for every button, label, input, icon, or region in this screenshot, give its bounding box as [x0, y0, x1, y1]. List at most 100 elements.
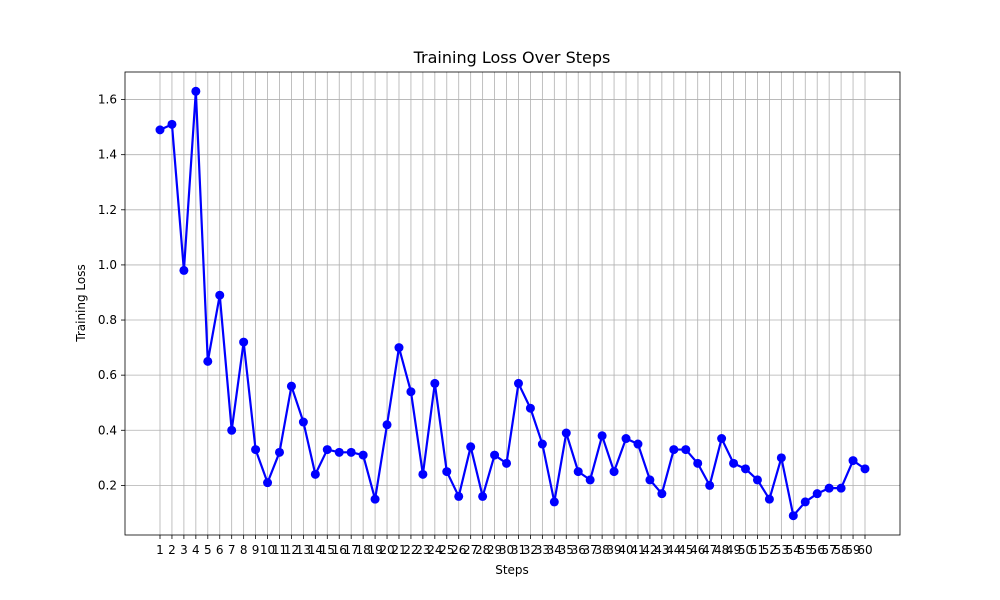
x-tick-label: 3: [180, 543, 188, 557]
data-point: [812, 489, 822, 499]
x-tick-label: 43: [654, 543, 669, 557]
data-point: [513, 378, 523, 388]
data-point: [370, 494, 380, 504]
x-tick-label: 46: [690, 543, 705, 557]
x-tick-label: 15: [320, 543, 335, 557]
x-tick-label: 58: [833, 543, 848, 557]
x-tick-label: 48: [714, 543, 729, 557]
data-point: [764, 494, 774, 504]
x-tick-label: 10: [260, 543, 275, 557]
x-tick-label: 14: [308, 543, 323, 557]
x-axis-ticks: 1 2 3 4 5 6 7 8 9 1011121314151617181920212223242…: [156, 535, 873, 557]
x-tick-label: 11: [272, 543, 287, 557]
y-tick-label: 1.0: [98, 258, 117, 272]
data-point: [573, 467, 583, 477]
data-point: [609, 467, 619, 477]
data-point: [860, 464, 870, 474]
data-point: [167, 119, 177, 129]
data-point: [454, 491, 464, 501]
data-point: [549, 497, 559, 507]
x-tick-label: 38: [594, 543, 609, 557]
data-point: [179, 265, 189, 275]
y-tick-label: 0.6: [98, 368, 117, 382]
y-tick-label: 1.4: [98, 148, 117, 162]
x-tick-label: 37: [583, 543, 598, 557]
data-point: [442, 467, 452, 477]
x-tick-label: 19: [367, 543, 382, 557]
x-tick-label: 44: [666, 543, 681, 557]
x-tick-label: 5: [204, 543, 212, 557]
data-point: [227, 425, 237, 435]
x-tick-label: 9: [252, 543, 260, 557]
x-tick-label: 24: [427, 543, 442, 557]
data-point: [191, 86, 201, 96]
x-tick-label: 28: [475, 543, 490, 557]
data-point: [430, 378, 440, 388]
data-point: [788, 511, 798, 521]
x-tick-label: 8: [240, 543, 248, 557]
series-training-loss: [155, 86, 870, 521]
y-tick-label: 0.2: [98, 478, 117, 492]
y-axis-ticks: 0.2 0.4 0.6 0.8 1.0 1.2 1.4 1.6: [98, 93, 125, 492]
x-tick-label: 16: [332, 543, 347, 557]
x-tick-label: 12: [284, 543, 299, 557]
x-tick-label: 40: [618, 543, 633, 557]
data-point: [322, 445, 332, 455]
data-point: [263, 478, 273, 488]
data-point: [645, 475, 655, 485]
data-point: [286, 381, 296, 391]
x-axis-label: Steps: [495, 563, 529, 577]
data-point: [346, 447, 356, 457]
data-point: [836, 483, 846, 493]
data-point: [800, 497, 810, 507]
data-point: [824, 483, 834, 493]
data-point: [251, 445, 261, 455]
x-tick-label: 54: [786, 543, 801, 557]
data-point: [621, 434, 631, 444]
x-tick-label: 55: [798, 543, 813, 557]
x-tick-label: 59: [845, 543, 860, 557]
x-tick-label: 60: [857, 543, 872, 557]
data-point: [717, 434, 727, 444]
x-tick-label: 26: [451, 543, 466, 557]
x-tick-label: 4: [192, 543, 200, 557]
x-tick-label: 51: [750, 543, 765, 557]
data-point: [585, 475, 595, 485]
data-point: [358, 450, 368, 460]
x-tick-label: 20: [379, 543, 394, 557]
x-tick-label: 41: [630, 543, 645, 557]
x-tick-label: 13: [296, 543, 311, 557]
x-tick-label: 35: [559, 543, 574, 557]
data-point: [215, 290, 225, 300]
data-point: [394, 343, 404, 353]
x-tick-label: 53: [774, 543, 789, 557]
data-point: [406, 387, 416, 397]
data-point: [334, 447, 344, 457]
x-tick-label: 6: [216, 543, 224, 557]
data-point: [597, 431, 607, 441]
data-point: [741, 464, 751, 474]
x-tick-label: 18: [355, 543, 370, 557]
data-point: [382, 420, 392, 430]
y-tick-label: 1.6: [98, 93, 117, 107]
data-point: [776, 453, 786, 463]
data-point: [729, 458, 739, 468]
data-point: [633, 439, 643, 449]
data-point: [657, 489, 667, 499]
x-tick-label: 30: [499, 543, 514, 557]
y-tick-label: 0.8: [98, 313, 117, 327]
x-tick-label: 17: [344, 543, 359, 557]
x-tick-label: 34: [547, 543, 562, 557]
data-point: [525, 403, 535, 413]
data-point: [239, 337, 249, 347]
x-tick-label: 57: [822, 543, 837, 557]
x-tick-label: 45: [678, 543, 693, 557]
data-point: [298, 417, 308, 427]
x-tick-label: 56: [810, 543, 825, 557]
x-tick-label: 52: [762, 543, 777, 557]
data-point: [418, 469, 428, 479]
grid: [125, 72, 900, 535]
x-tick-label: 21: [391, 543, 406, 557]
x-tick-label: 49: [726, 543, 741, 557]
x-tick-label: 42: [642, 543, 657, 557]
